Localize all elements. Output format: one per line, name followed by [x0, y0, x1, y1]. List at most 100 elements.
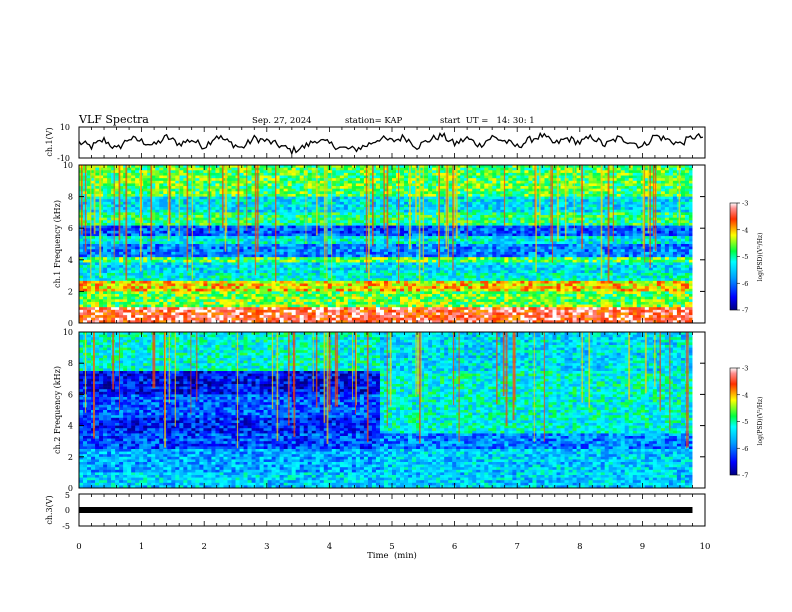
spectrogram-cell — [183, 315, 187, 318]
spectrogram-cell — [135, 215, 139, 218]
spectrogram-cell — [127, 191, 131, 194]
spectrogram-cell — [211, 215, 215, 218]
spectrogram-cell — [131, 255, 135, 258]
spectrogram-cell — [227, 228, 231, 231]
spectrogram-cell — [203, 186, 207, 189]
spectrogram-cell — [131, 310, 135, 313]
spectrogram-cell — [292, 191, 296, 194]
spectrogram-cell — [340, 281, 344, 284]
spectrogram-cell — [376, 189, 380, 192]
spectrogram-cell — [292, 291, 296, 294]
spectrogram-cell — [167, 286, 171, 289]
spectrogram-cell — [348, 236, 352, 239]
spectrogram-cell — [248, 215, 252, 218]
spectrogram-cell — [240, 291, 244, 294]
spectrogram-cell — [227, 197, 231, 200]
spectrogram-cell — [372, 312, 376, 315]
spectrogram-cell — [348, 197, 352, 200]
spectrogram-cell — [135, 276, 139, 279]
spectrogram-cell — [404, 305, 408, 308]
spectrogram-cell — [179, 191, 183, 194]
spectrogram-cell — [240, 231, 244, 234]
spectrogram-cell — [179, 228, 183, 231]
spectrogram-cell — [191, 312, 195, 315]
spectrogram-cell — [336, 310, 340, 313]
spectrogram-cell — [179, 178, 183, 181]
spectrogram-cell — [284, 247, 288, 250]
spectrogram-cell — [167, 318, 171, 321]
spectrogram-cell — [215, 260, 219, 263]
spectrogram-cell — [368, 291, 372, 294]
spectrogram-cell — [227, 262, 231, 265]
spectrogram-cell — [119, 289, 123, 292]
spectrogram-cell — [340, 315, 344, 318]
spectrogram-cell — [119, 310, 123, 313]
spectrogram-cell — [111, 199, 115, 202]
spectrogram-cell — [167, 255, 171, 258]
spectrogram-cell — [195, 236, 199, 239]
spectrogram-cell — [159, 305, 163, 308]
spectrogram-cell — [131, 233, 135, 236]
spectrogram-cell — [135, 202, 139, 205]
spectrogram-cell — [312, 207, 316, 210]
spectrogram-cell — [312, 286, 316, 289]
spectrogram-cell — [91, 278, 95, 281]
spectrogram-cell — [372, 305, 376, 308]
spectrogram-cell — [203, 236, 207, 239]
spectrogram-cell — [183, 281, 187, 284]
spectrogram-cell — [236, 289, 240, 292]
spectrogram-cell — [211, 241, 215, 244]
spectrogram-cell — [304, 289, 308, 292]
spectrogram-cell — [111, 260, 115, 263]
spectrogram-cell — [320, 202, 324, 205]
spectrogram-cell — [227, 223, 231, 226]
start-ut-label: start UT = 14: 30: 1 — [440, 116, 535, 126]
spectrogram-cell — [388, 273, 392, 276]
spectrogram-cell — [248, 168, 252, 171]
spectrogram-cell — [248, 276, 252, 279]
spectrogram-cell — [195, 244, 199, 247]
spectrogram-cell — [288, 270, 292, 273]
spectrogram-cell — [248, 270, 252, 273]
spectrogram-cell — [99, 312, 103, 315]
spectrogram-cell — [400, 183, 404, 186]
spectrogram-cell — [95, 262, 99, 265]
spectrogram-cell — [344, 233, 348, 236]
spectrogram-cell — [139, 307, 143, 310]
spectrogram-cell — [260, 273, 264, 276]
spectrogram-cell — [400, 260, 404, 263]
spectrogram-cell — [324, 315, 328, 318]
spectrogram-cell — [300, 294, 304, 297]
spectrogram-cell — [236, 270, 240, 273]
spectrogram-cell — [248, 176, 252, 179]
spectrogram-cell — [171, 278, 175, 281]
spectrogram-cell — [215, 189, 219, 192]
spectrogram-cell — [260, 220, 264, 223]
spectrogram-cell — [135, 181, 139, 184]
spectrogram-cell — [396, 299, 400, 302]
spectrogram-cell — [107, 247, 111, 250]
spectrogram-cell — [240, 236, 244, 239]
spectrogram-cell — [179, 297, 183, 300]
spectrogram-cell — [344, 310, 348, 313]
spectrogram-cell — [199, 291, 203, 294]
spectrogram-cell — [336, 173, 340, 176]
spectrogram-cell — [87, 291, 91, 294]
spectrogram-cell — [288, 183, 292, 186]
spectrogram-cell — [368, 289, 372, 292]
spectrogram-cell — [163, 231, 167, 234]
spectrogram-cell — [199, 168, 203, 171]
spectrogram-cell — [404, 297, 408, 300]
spectrogram-cell — [244, 273, 248, 276]
spectrogram-cell — [91, 260, 95, 263]
spectrogram-cell — [388, 276, 392, 279]
spectrogram-cell — [107, 249, 111, 252]
spectrogram-cell — [151, 299, 155, 302]
spectrogram-cell — [376, 257, 380, 260]
spectrogram-cell — [211, 173, 215, 176]
spectrogram-cell — [240, 199, 244, 202]
spectrogram-cell — [163, 210, 167, 213]
spectrogram-cell — [171, 239, 175, 242]
spectrogram-cell — [135, 236, 139, 239]
spectrogram-cell — [199, 257, 203, 260]
